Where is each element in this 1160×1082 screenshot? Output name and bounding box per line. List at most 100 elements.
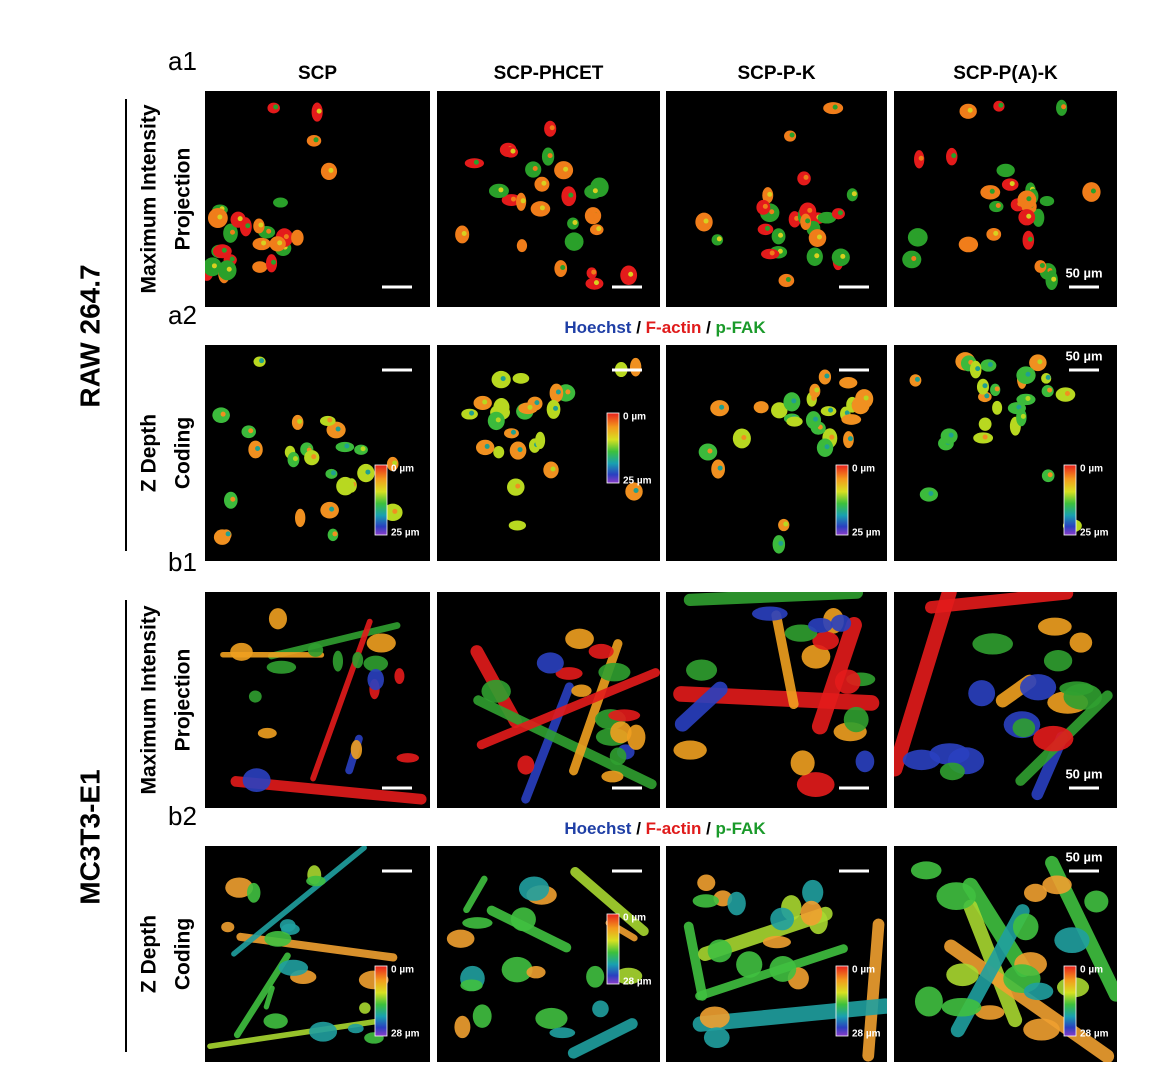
cell — [609, 747, 627, 766]
cell-spot — [484, 443, 490, 449]
cell — [801, 644, 831, 669]
cell — [1038, 617, 1072, 636]
group-label: MC3T3-E1 — [74, 769, 105, 904]
cell-spot — [628, 271, 634, 277]
cell-spot — [1037, 359, 1043, 365]
cell-spot — [226, 266, 232, 272]
cells — [446, 867, 649, 1059]
cell-spot — [767, 191, 773, 197]
cell-spot — [778, 232, 784, 238]
cell-process — [207, 1018, 380, 1049]
cell-spot — [1026, 196, 1032, 202]
cell-spot — [1026, 213, 1032, 219]
cell-process — [476, 668, 660, 750]
cell-spot — [258, 222, 264, 228]
cell — [257, 727, 277, 739]
cell — [359, 1002, 371, 1014]
cell — [1054, 927, 1090, 954]
cell-spot — [365, 469, 371, 475]
cell-spot — [261, 240, 267, 246]
colorbar — [835, 464, 849, 536]
cell-process — [944, 939, 1115, 1062]
cell-process — [267, 622, 401, 660]
cell-spot — [844, 410, 850, 416]
cell-spot — [814, 253, 820, 259]
cell-spot — [330, 470, 336, 476]
colorbar-label: 28 µm — [852, 1029, 881, 1040]
scale-bar-label: 50 µm — [1065, 849, 1102, 864]
cells — [207, 846, 398, 1049]
cell-spot — [292, 456, 298, 462]
cell-spot — [764, 225, 770, 231]
cell-spot — [716, 236, 722, 242]
cell-spot — [1016, 404, 1022, 410]
cell-spot — [344, 443, 350, 449]
cell-spot — [500, 376, 506, 382]
micrograph — [437, 345, 660, 561]
cell — [481, 679, 511, 703]
colorbar-label: 28 µm — [623, 977, 652, 988]
cell — [268, 608, 287, 630]
cell — [307, 643, 324, 657]
cell-spot — [951, 153, 957, 159]
cell-spot — [760, 403, 766, 409]
cell-spot — [245, 223, 251, 229]
cell — [941, 997, 982, 1017]
cell-spot — [565, 389, 571, 395]
cell-spot — [829, 434, 835, 440]
cells — [909, 352, 1082, 533]
cell-process — [263, 985, 275, 1010]
cell-spot — [840, 253, 846, 259]
cell — [1043, 650, 1073, 672]
panel-label: a1 — [168, 46, 197, 76]
cell-spot — [975, 366, 981, 372]
cell-spot — [255, 445, 261, 451]
cell — [975, 1005, 1005, 1020]
cell-spot — [392, 508, 398, 514]
cell — [347, 1023, 364, 1034]
cell — [535, 1007, 568, 1029]
cell-spot — [220, 411, 226, 417]
cell-spot — [847, 379, 853, 385]
column-header: SCP — [298, 63, 337, 84]
cell-spot — [785, 277, 791, 283]
cell — [769, 955, 797, 982]
cell-spot — [917, 233, 923, 239]
cell-spot — [824, 444, 830, 450]
cells — [910, 855, 1117, 1062]
cell-spot — [989, 188, 995, 194]
cell — [1084, 890, 1109, 913]
cell-spot — [814, 387, 820, 393]
cell-spot — [914, 376, 920, 382]
cell-spot — [392, 460, 398, 466]
colorbar — [374, 965, 388, 1037]
colorbar-label: 28 µm — [391, 1029, 420, 1040]
cell-spot — [996, 404, 1002, 410]
cell-spot — [826, 214, 832, 220]
cells — [698, 369, 874, 554]
cell-spot — [279, 199, 285, 205]
cell — [264, 930, 292, 947]
cell-spot — [517, 447, 523, 453]
cell-process — [683, 592, 864, 607]
panel-label: b1 — [168, 547, 197, 577]
view-label: Projection — [172, 148, 195, 251]
cell — [610, 721, 632, 744]
cell-spot — [549, 125, 555, 131]
cell-spot — [510, 429, 516, 435]
cell-spot — [221, 247, 227, 253]
cell-spot — [1046, 197, 1052, 203]
cell-spot — [532, 166, 538, 172]
cell — [762, 935, 791, 949]
cells — [683, 874, 887, 1062]
cell-spot — [266, 228, 272, 234]
cell — [536, 652, 564, 674]
cell-spot — [717, 465, 723, 471]
cells — [695, 102, 858, 288]
cell-spot — [837, 210, 843, 216]
cell-spot — [335, 426, 341, 432]
cell — [501, 956, 533, 983]
stain-legend: Hoechst / F-actin / p-FAK — [564, 318, 766, 337]
view-label: Projection — [172, 649, 195, 752]
cells — [470, 628, 660, 804]
